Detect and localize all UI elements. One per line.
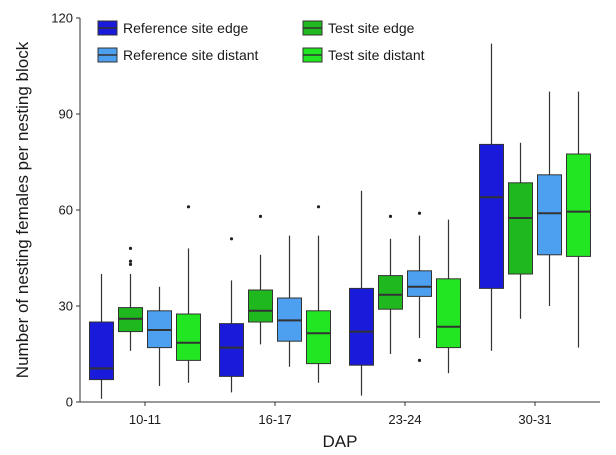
legend-label: Test site distant [328,47,425,63]
y-tick-label: 0 [66,395,73,410]
outlier-point [417,211,422,215]
legend-label: Reference site edge [123,20,249,36]
box-iqr [566,153,591,257]
box-10-11-1 [118,246,143,351]
box-iqr [248,289,273,323]
box-23-24-3 [436,219,461,374]
box-iqr [407,270,432,297]
x-tick-label: 10-11 [129,412,161,427]
legend-item: Reference site distant [97,47,259,63]
legend-label: Reference site distant [123,47,259,63]
box-10-11-0 [89,274,114,399]
outlier-point [128,259,133,263]
legend: Reference site edge Test site edge Referen… [97,20,425,63]
box-23-24-2 [407,211,432,362]
box-iqr [537,174,562,256]
box-16-17-0 [219,237,244,393]
box-groups [89,43,591,399]
y-tick-label: 90 [59,107,73,122]
box-iqr [479,143,504,289]
box-iqr [306,310,331,365]
box-iqr [219,323,244,377]
x-axis-ticks: 10-11 16-17 23-24 30-31 [129,402,552,427]
box-16-17-2 [277,235,302,367]
y-axis-title: Number of nesting females per nesting bl… [13,41,32,378]
x-axis-title: DAP [323,432,358,451]
outlier-point [316,205,321,209]
x-tick-label: 16-17 [258,412,291,427]
box-30-31-1 [508,142,533,319]
legend-item: Reference site edge [97,20,249,36]
box-iqr [89,321,114,381]
box-30-31-2 [537,91,562,306]
box-16-17-3 [306,205,331,383]
x-tick-label: 30-31 [518,412,551,427]
outlier-point [388,214,393,218]
box-iqr [378,275,403,310]
box-iqr [508,182,533,275]
y-tick-label: 30 [59,299,73,314]
outlier-point [128,246,133,250]
box-30-31-3 [566,91,591,348]
outlier-point [258,214,263,218]
box-iqr [349,287,374,366]
outlier-point [417,358,422,362]
box-16-17-1 [248,214,273,345]
y-axis-ticks: 0 30 60 90 120 [51,11,80,410]
legend-item: Test site edge [302,20,415,36]
x-tick-label: 23-24 [388,412,421,427]
box-iqr [176,313,201,361]
box-23-24-0 [349,190,374,396]
legend-label: Test site edge [328,20,415,36]
box-10-11-2 [147,286,172,386]
outlier-point [229,237,234,241]
y-tick-label: 120 [51,11,73,26]
box-30-31-0 [479,43,504,351]
outlier-point [186,205,191,209]
outlier-point [128,262,133,266]
y-tick-label: 60 [59,203,73,218]
legend-item: Test site distant [302,47,425,63]
box-iqr [436,278,461,349]
box-23-24-1 [378,214,403,354]
box-10-11-3 [176,205,201,383]
